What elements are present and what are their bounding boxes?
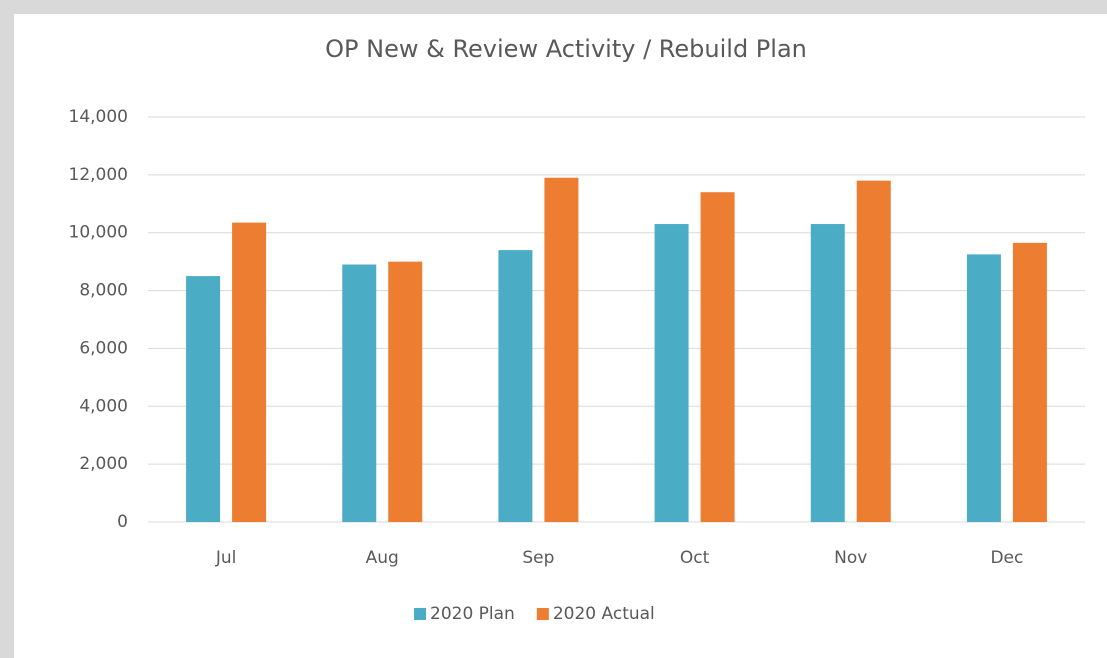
legend-swatch: [536, 608, 549, 620]
bar: [654, 224, 689, 523]
bar: [186, 276, 221, 522]
x-tick-label: Nov: [834, 548, 867, 568]
y-tick-label: 8,000: [79, 281, 128, 301]
bar: [388, 261, 423, 522]
legend-label: 2020 Actual: [553, 604, 655, 624]
bar: [1012, 242, 1047, 522]
legend-label: 2020 Plan: [430, 604, 515, 624]
y-tick-label: 14,000: [69, 107, 128, 127]
bar: [856, 180, 891, 522]
bar: [810, 224, 845, 523]
legend-swatch: [414, 608, 426, 620]
x-tick-label: Dec: [990, 548, 1023, 568]
y-tick-label: 0: [117, 512, 128, 532]
y-tick-label: 4,000: [79, 396, 128, 416]
y-tick-label: 10,000: [69, 223, 128, 243]
y-tick-label: 2,000: [79, 454, 128, 474]
bar: [342, 264, 377, 522]
x-tick-label: Aug: [366, 548, 399, 568]
x-tick-label: Oct: [680, 548, 710, 568]
bar: [498, 250, 533, 523]
y-tick-label: 6,000: [79, 338, 128, 358]
y-tick-label: 12,000: [69, 165, 128, 185]
bar: [966, 254, 1001, 523]
chart-title: OP New & Review Activity / Rebuild Plan: [325, 35, 807, 63]
x-tick-label: Jul: [215, 548, 237, 568]
bar: [544, 177, 579, 522]
bar: [232, 222, 267, 522]
bar: [700, 192, 735, 522]
x-tick-label: Sep: [522, 548, 554, 568]
